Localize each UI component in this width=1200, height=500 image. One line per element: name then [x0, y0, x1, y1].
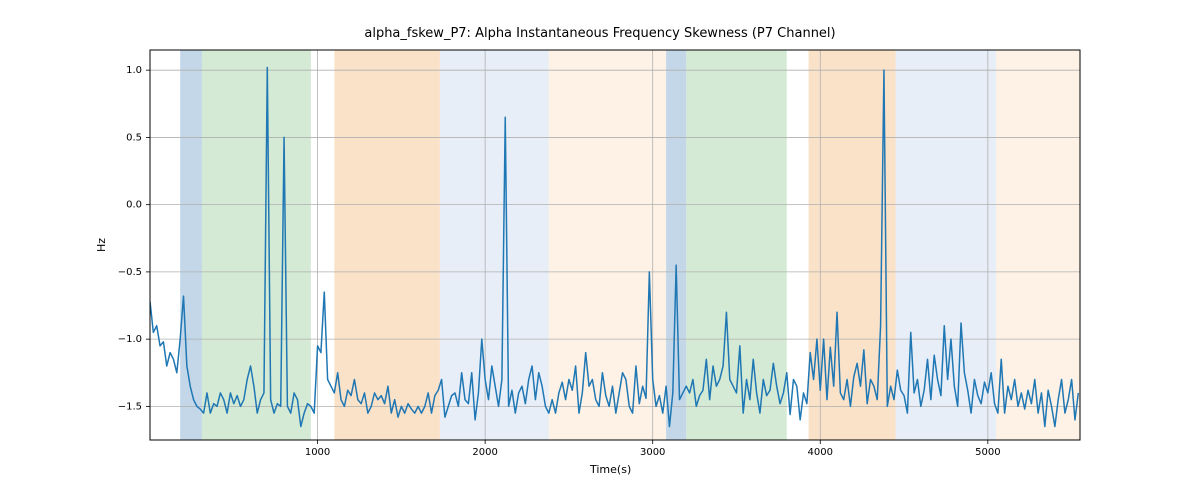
- svg-text:0.0: 0.0: [126, 200, 142, 211]
- y-axis-label: Hz: [95, 238, 108, 252]
- svg-text:0.5: 0.5: [126, 132, 142, 143]
- svg-text:−1.5: −1.5: [118, 401, 142, 412]
- plot-svg: 1000 2000 3000 4000 5000 −1.5 −1.0 −0.5 0.0 0.5 1.…: [0, 0, 1200, 500]
- svg-text:3000: 3000: [640, 447, 665, 458]
- svg-text:4000: 4000: [808, 447, 833, 458]
- svg-text:5000: 5000: [975, 447, 1000, 458]
- svg-text:2000: 2000: [472, 447, 497, 458]
- svg-text:−0.5: −0.5: [118, 267, 142, 278]
- svg-text:1000: 1000: [305, 447, 330, 458]
- svg-text:1.0: 1.0: [126, 65, 142, 76]
- svg-text:−1.0: −1.0: [118, 334, 142, 345]
- x-axis-label: Time(s): [590, 463, 631, 476]
- chart-container: alpha_fskew_P7: Alpha Instantaneous Freq…: [0, 0, 1200, 500]
